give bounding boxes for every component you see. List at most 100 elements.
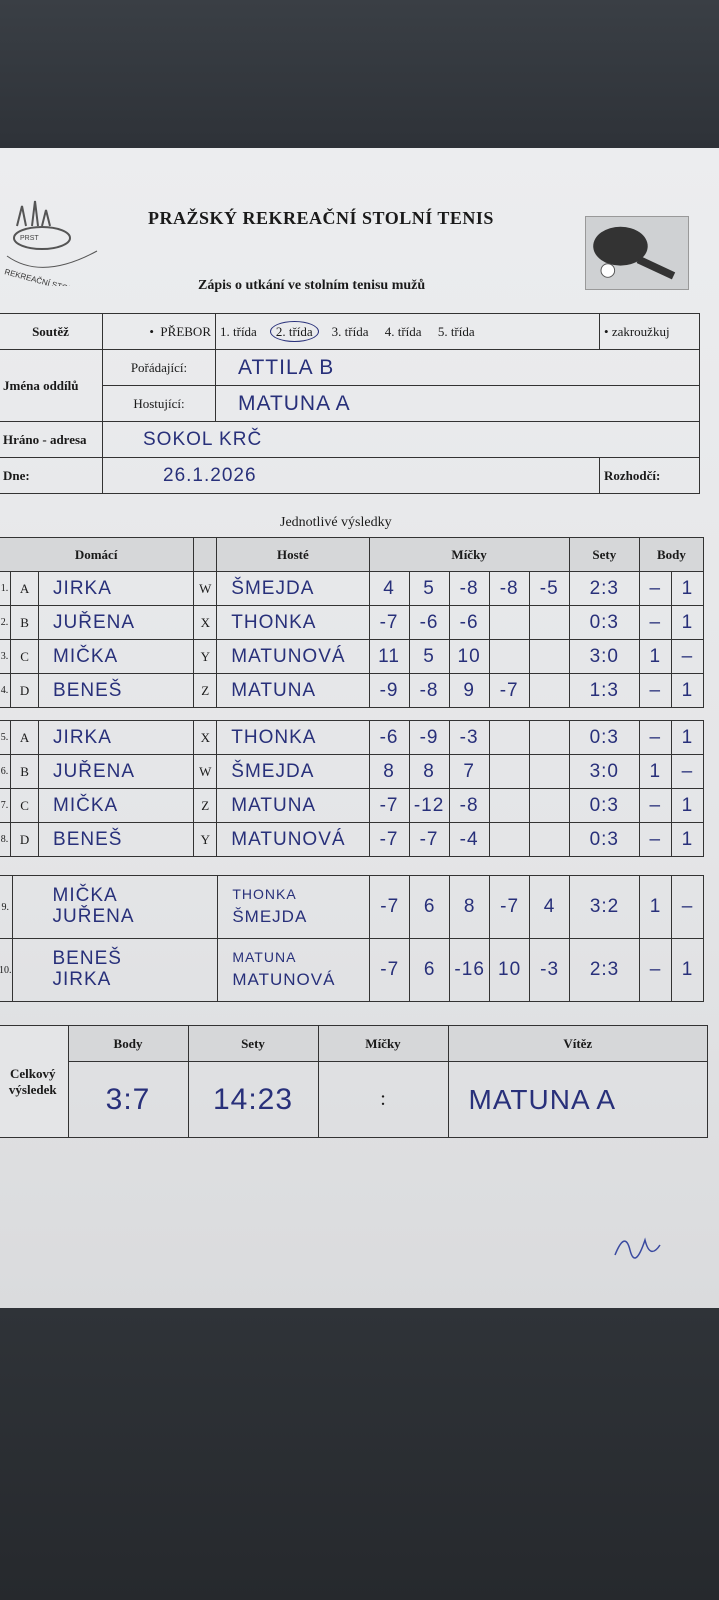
match-number: 3. bbox=[0, 639, 12, 674]
guest-player: THONKA bbox=[216, 720, 370, 755]
results-block-2: 5. A JIRKA X THONKA -6 -9 -3 0:3–1 6. B JUŘENA W ŠMEJ… bbox=[0, 720, 705, 857]
home-player: JIRKA bbox=[38, 571, 195, 606]
guest-point: – bbox=[670, 639, 705, 674]
ball-score: -8 bbox=[448, 571, 490, 606]
total-body: 3:7 bbox=[67, 1061, 189, 1138]
match-row: 7. C MIČKA Z MATUNA -7 -12 -8 0:3–1 bbox=[0, 788, 705, 823]
dne-value: 26.1.2026 bbox=[102, 457, 600, 494]
ball-score: -7 bbox=[488, 673, 530, 708]
sets-score: 3:2 bbox=[569, 875, 640, 939]
home-player-2: JIRKA bbox=[52, 969, 112, 990]
guest-player: MATUNA bbox=[216, 673, 370, 708]
home-pair: BENEŠ JIRKA bbox=[11, 938, 219, 1002]
match-row: 4. D BENEŠ Z MATUNA -9 -8 9 -7 1:3–1 bbox=[0, 673, 705, 708]
match-row: 1. A JIRKA W ŠMEJDA 4 5 -8 -8 -5 2:3–1 bbox=[0, 571, 705, 606]
match-number: 9. bbox=[0, 875, 13, 939]
rozhodci-label: Rozhodčí: bbox=[599, 457, 700, 494]
match-row: 6. B JUŘENA W ŠMEJDA 8 8 7 3:0 1– bbox=[0, 754, 705, 789]
background bbox=[0, 0, 719, 150]
ball-score: -7 bbox=[368, 788, 410, 823]
guest-point: – bbox=[670, 875, 705, 939]
zakrouzkuj-note: • zakroužkuj bbox=[599, 313, 700, 350]
sets-score: 0:3 bbox=[568, 605, 640, 640]
guest-player: MATUNOVÁ bbox=[216, 639, 370, 674]
home-letter: D bbox=[10, 822, 40, 857]
ball-score bbox=[528, 673, 570, 708]
guest-pair: THONKA ŠMEJDA bbox=[217, 875, 371, 939]
ball-score: -9 bbox=[368, 673, 410, 708]
guest-point: 1 bbox=[670, 788, 705, 823]
guest-player: ŠMEJDA bbox=[216, 571, 370, 606]
home-point: 1 bbox=[638, 754, 672, 789]
doubles-row: 9. MIČKA JUŘENA THONKA ŠMEJDA -7 6 8 -7 4 3:2 1– bbox=[0, 875, 705, 939]
ball-score bbox=[488, 754, 530, 789]
ball-score: 5 bbox=[408, 639, 450, 674]
prebor-option: • PŘEBOR bbox=[102, 313, 216, 350]
home-player: JIRKA bbox=[38, 720, 195, 755]
ball-score: 4 bbox=[368, 571, 410, 606]
total-sety: 14:23 bbox=[187, 1061, 319, 1138]
home-point: – bbox=[639, 938, 672, 1002]
sets-score: 0:3 bbox=[568, 822, 640, 857]
ball-score: -7 bbox=[408, 822, 450, 857]
ball-score: -3 bbox=[448, 720, 490, 755]
ball-score bbox=[488, 822, 530, 857]
guest-player-1: MATUNA bbox=[232, 949, 297, 966]
header-micky: Míčky bbox=[368, 537, 570, 572]
ball-score bbox=[488, 720, 530, 755]
guest-player: THONKA bbox=[216, 605, 370, 640]
home-player: BENEŠ bbox=[38, 822, 195, 857]
header-domaci: Domácí bbox=[0, 537, 195, 572]
ball-score: -6 bbox=[408, 605, 450, 640]
ball-score: 10 bbox=[448, 639, 490, 674]
ball-score bbox=[528, 754, 570, 789]
match-number: 1. bbox=[0, 571, 12, 606]
svg-text:REKREAČNÍ STOLNÍ: REKREAČNÍ STOLNÍ bbox=[3, 267, 81, 286]
home-letter: A bbox=[10, 720, 40, 755]
home-point: 1 bbox=[638, 639, 672, 674]
ball-score: 11 bbox=[368, 639, 410, 674]
guest-letter: Z bbox=[193, 788, 218, 823]
ball-score bbox=[488, 788, 530, 823]
guest-player: ŠMEJDA bbox=[216, 754, 370, 789]
match-number: 4. bbox=[0, 673, 12, 708]
ball-score: -8 bbox=[408, 673, 450, 708]
home-letter: C bbox=[10, 788, 40, 823]
home-player-2: JUŘENA bbox=[52, 906, 135, 927]
home-point: – bbox=[638, 605, 672, 640]
guest-letter: W bbox=[193, 754, 218, 789]
poradajici-value: ATTILA B bbox=[215, 349, 700, 386]
ball-score: 7 bbox=[448, 754, 490, 789]
match-number: 10. bbox=[0, 938, 13, 1002]
ball-score: 6 bbox=[409, 938, 451, 1002]
home-letter: C bbox=[10, 639, 40, 674]
ball-score bbox=[528, 639, 570, 674]
guest-point: – bbox=[670, 754, 705, 789]
ball-score: -8 bbox=[448, 788, 490, 823]
guest-point: 1 bbox=[670, 673, 705, 708]
ball-score: -7 bbox=[369, 875, 411, 939]
home-letter: B bbox=[10, 605, 40, 640]
hrano-label: Hráno - adresa bbox=[0, 421, 103, 458]
jmena-label: Jména oddílů bbox=[0, 349, 103, 422]
ball-score: 5 bbox=[408, 571, 450, 606]
results-block-1: Domácí Hosté Míčky Sety Body 1. A JIRKA W ŠM… bbox=[0, 537, 705, 708]
guest-point: 1 bbox=[670, 605, 705, 640]
guest-player-2: ŠMEJDA bbox=[232, 906, 308, 926]
guest-point: 1 bbox=[670, 822, 705, 857]
home-point: – bbox=[638, 822, 672, 857]
ball-score: -7 bbox=[369, 938, 411, 1002]
ping-pong-image bbox=[585, 216, 689, 290]
ball-score: -7 bbox=[368, 605, 410, 640]
sets-score: 2:3 bbox=[568, 571, 640, 606]
summary-table: Celkový výsledek Body Sety Míčky Vítěz 3:… bbox=[0, 1025, 708, 1138]
doubles-row: 10. BENEŠ JIRKA MATUNA MATUNOVÁ -7 6 -16 10 -3 2:3… bbox=[0, 938, 705, 1002]
home-player: BENEŠ bbox=[38, 673, 195, 708]
guest-letter: X bbox=[193, 720, 218, 755]
guest-point: 1 bbox=[670, 571, 705, 606]
match-row: 5. A JIRKA X THONKA -6 -9 -3 0:3–1 bbox=[0, 720, 705, 755]
ball-score: 4 bbox=[529, 875, 571, 939]
ball-score: -7 bbox=[368, 822, 410, 857]
sets-score: 2:3 bbox=[569, 938, 640, 1002]
match-number: 8. bbox=[0, 822, 12, 857]
